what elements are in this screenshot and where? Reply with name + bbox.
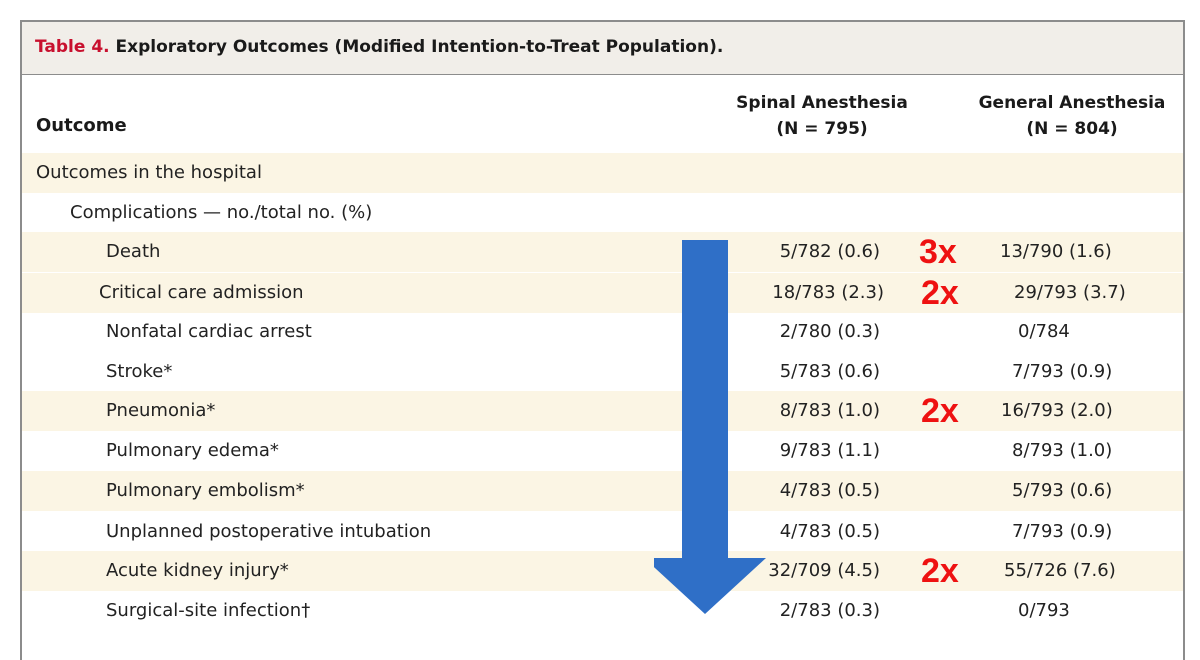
table-row: Complications — no./total no. (%) xyxy=(22,193,1183,233)
general-value: 55/726 (7.6) xyxy=(1004,560,1116,581)
table-row: Outcomes in the hospital xyxy=(22,153,1183,193)
spinal-value: 4/783 (0.5) xyxy=(779,480,880,501)
table-row: Pulmonary embolism* 4/783 (0.5) 5/793 (0.6… xyxy=(22,471,1183,511)
row-label: Nonfatal cardiac arrest xyxy=(106,321,312,342)
table-title-bar: Table 4. Exploratory Outcomes (Modified … xyxy=(22,22,1183,75)
table-row: Unplanned postoperative intubation 4/783 … xyxy=(22,512,1183,552)
row-label: Pulmonary edema* xyxy=(106,440,279,461)
multiplier-annotation: 3x xyxy=(919,233,957,271)
spinal-value: 5/783 (0.6) xyxy=(779,361,880,382)
multiplier-annotation: 2x xyxy=(921,392,959,430)
header-spinal-n: (N = 795) xyxy=(776,119,868,139)
table-frame: Table 4. Exploratory Outcomes (Modified … xyxy=(20,20,1185,660)
header-spinal-title: Spinal Anesthesia xyxy=(736,93,908,113)
spinal-value: 5/782 (0.6) xyxy=(779,241,880,262)
row-label: Death xyxy=(106,241,161,262)
down-arrow-shape xyxy=(654,240,766,614)
general-value: 8/793 (1.0) xyxy=(1012,440,1113,461)
general-value: 7/793 (0.9) xyxy=(1012,361,1113,382)
general-value: 0/793 xyxy=(1018,600,1070,621)
table-title: Table 4. Exploratory Outcomes (Modified … xyxy=(35,37,723,57)
table-row: Surgical-site infection† 2/783 (0.3) 0/793 xyxy=(22,591,1183,631)
header-general-title: General Anesthesia xyxy=(978,93,1166,113)
table-row: Critical care admission 18/783 (2.3) 29/79… xyxy=(22,273,1183,313)
spinal-value: 9/783 (1.1) xyxy=(779,440,880,461)
general-value: 0/784 xyxy=(1018,321,1070,342)
multiplier-annotation: 2x xyxy=(921,274,959,312)
table-caption: Exploratory Outcomes (Modified Intention… xyxy=(109,37,724,57)
spinal-value: 4/783 (0.5) xyxy=(779,521,880,542)
header-spinal: Spinal Anesthesia (N = 795) xyxy=(712,90,932,142)
spinal-value: 8/783 (1.0) xyxy=(779,400,880,421)
header-outcome: Outcome xyxy=(36,115,127,136)
general-value: 16/793 (2.0) xyxy=(1001,400,1113,421)
general-value: 5/793 (0.6) xyxy=(1012,480,1113,501)
table-row: Death 5/782 (0.6) 13/790 (1.6) 3x xyxy=(22,232,1183,272)
spinal-value: 32/709 (4.5) xyxy=(768,560,880,581)
row-label: Critical care admission xyxy=(99,282,304,303)
general-value: 7/793 (0.9) xyxy=(1012,521,1113,542)
header-general: General Anesthesia (N = 804) xyxy=(962,90,1182,142)
table-label: Table 4. xyxy=(35,37,110,57)
row-label: Outcomes in the hospital xyxy=(36,162,262,183)
header-general-n: (N = 804) xyxy=(1026,119,1118,139)
table-row: Pneumonia* 8/783 (1.0) 16/793 (2.0) 2x xyxy=(22,391,1183,431)
table-row: Stroke* 5/783 (0.6) 7/793 (0.9) xyxy=(22,352,1183,392)
table-row: Pulmonary edema* 9/783 (1.1) 8/793 (1.0) xyxy=(22,431,1183,471)
spinal-value: 2/783 (0.3) xyxy=(779,600,880,621)
row-label: Unplanned postoperative intubation xyxy=(106,521,432,542)
spinal-value: 2/780 (0.3) xyxy=(779,321,880,342)
row-label: Acute kidney injury* xyxy=(106,560,289,581)
general-value: 29/793 (3.7) xyxy=(1014,282,1126,303)
table-row: Nonfatal cardiac arrest 2/780 (0.3) 0/784 xyxy=(22,312,1183,352)
down-arrow-icon xyxy=(654,240,766,614)
multiplier-annotation: 2x xyxy=(921,552,959,590)
table-row: Acute kidney injury* 32/709 (4.5) 55/726 (… xyxy=(22,551,1183,591)
row-label: Complications — no./total no. (%) xyxy=(70,202,373,223)
row-label: Pneumonia* xyxy=(106,400,216,421)
row-label: Pulmonary embolism* xyxy=(106,480,305,501)
row-label: Stroke* xyxy=(106,361,173,382)
row-label: Surgical-site infection† xyxy=(106,600,311,621)
spinal-value: 18/783 (2.3) xyxy=(772,282,884,303)
general-value: 13/790 (1.6) xyxy=(1000,241,1112,262)
